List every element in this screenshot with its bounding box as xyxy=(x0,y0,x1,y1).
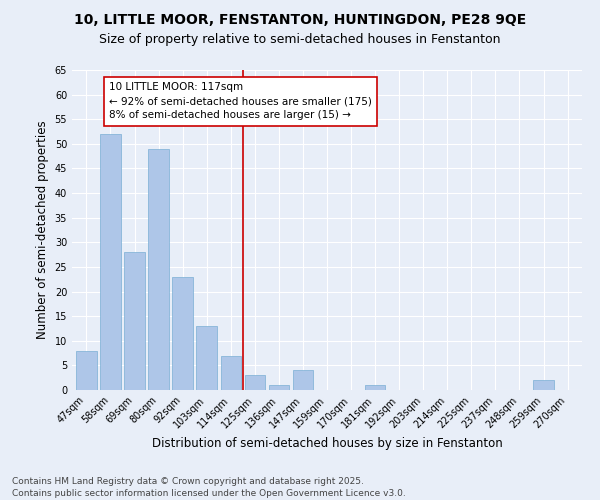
Text: 10 LITTLE MOOR: 117sqm
← 92% of semi-detached houses are smaller (175)
8% of sem: 10 LITTLE MOOR: 117sqm ← 92% of semi-det… xyxy=(109,82,372,120)
Text: 10, LITTLE MOOR, FENSTANTON, HUNTINGDON, PE28 9QE: 10, LITTLE MOOR, FENSTANTON, HUNTINGDON,… xyxy=(74,12,526,26)
Bar xyxy=(100,134,121,390)
Bar xyxy=(172,277,193,390)
Bar xyxy=(245,375,265,390)
X-axis label: Distribution of semi-detached houses by size in Fenstanton: Distribution of semi-detached houses by … xyxy=(152,437,502,450)
Bar xyxy=(76,350,97,390)
Bar xyxy=(293,370,313,390)
Bar xyxy=(533,380,554,390)
Bar xyxy=(365,385,385,390)
Bar xyxy=(221,356,241,390)
Text: Contains HM Land Registry data © Crown copyright and database right 2025.
Contai: Contains HM Land Registry data © Crown c… xyxy=(12,476,406,498)
Bar xyxy=(269,385,289,390)
Text: Size of property relative to semi-detached houses in Fenstanton: Size of property relative to semi-detach… xyxy=(99,32,501,46)
Bar xyxy=(196,326,217,390)
Bar xyxy=(148,149,169,390)
Y-axis label: Number of semi-detached properties: Number of semi-detached properties xyxy=(36,120,49,340)
Bar xyxy=(124,252,145,390)
